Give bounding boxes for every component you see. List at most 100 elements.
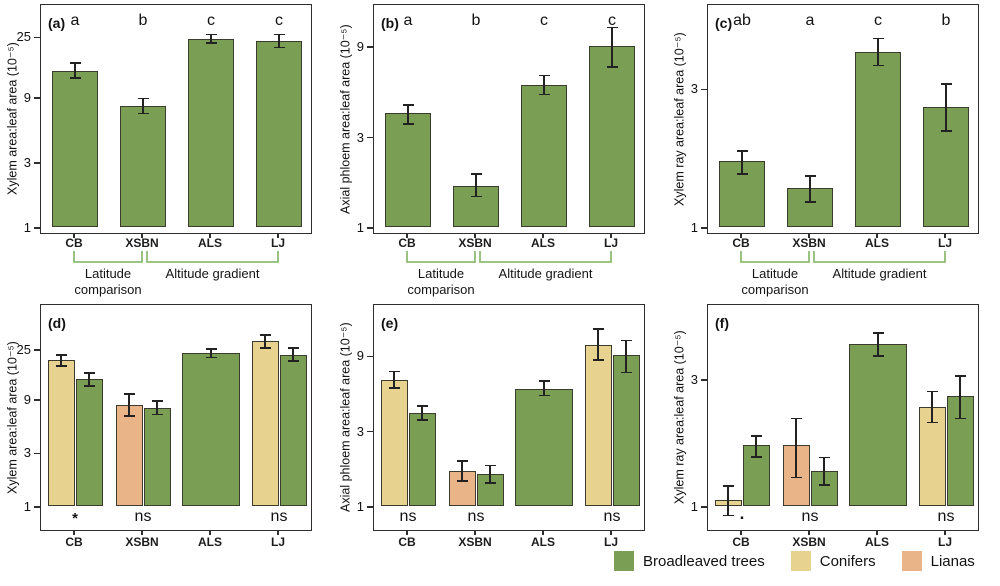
error-bar-line <box>727 485 729 516</box>
error-bar-line <box>611 27 613 67</box>
y-tick-mark <box>34 36 40 39</box>
sig-letter: c <box>275 12 283 29</box>
y-tick-label: 3 <box>690 81 698 97</box>
altitude-gradient-label: Altitude gradient <box>498 266 593 281</box>
bracket-svg <box>73 251 279 263</box>
error-bar-cap-top <box>205 348 217 350</box>
y-tick-label: 1 <box>690 220 698 235</box>
error-bar-cap-bottom <box>790 476 802 479</box>
error-bar-cap-top <box>940 83 952 85</box>
y-tick-label: 9 <box>356 39 364 55</box>
conifers-swatch <box>790 551 811 571</box>
x-tick-mark <box>277 234 279 238</box>
x-tick-mark <box>610 234 612 238</box>
legend-label-broadleaved: Broadleaved trees <box>643 552 765 570</box>
error-bar-cap-top <box>790 417 802 420</box>
y-tick-mark <box>367 46 373 48</box>
x-tick-mark <box>876 234 878 238</box>
bar-broadleaved-CB <box>408 412 436 506</box>
brackets <box>707 250 979 266</box>
y-axis-label: Axial phloem area:leaf area (10⁻⁵) <box>338 322 353 513</box>
error-bar-cap-bottom <box>620 371 632 374</box>
error-bar-line <box>741 150 743 175</box>
error-bar-line <box>264 334 266 348</box>
error-bar-line <box>461 460 463 481</box>
y-axis-label: Xylem ray area:leaf area (10⁻⁵) <box>672 330 687 505</box>
error-bar-cap-top <box>83 372 95 374</box>
x-tick-mark <box>610 531 612 535</box>
bracket-svg <box>406 251 612 263</box>
error-bar-line <box>210 348 212 358</box>
latitude-comparison-label: Latitude comparison <box>741 266 809 297</box>
error-bar-cap-bottom <box>402 123 414 125</box>
error-bar-cap-top <box>750 435 762 437</box>
error-bar-cap-bottom <box>954 417 966 420</box>
error-bar-cap-top <box>273 33 285 36</box>
error-bar-cap-bottom <box>205 42 217 44</box>
error-bar-line <box>421 405 423 421</box>
x-tick-label-XSBN: XSBN <box>458 535 492 549</box>
x-tick-mark <box>73 234 75 238</box>
y-tick-mark <box>34 452 40 455</box>
error-bar-cap-bottom <box>137 112 149 115</box>
error-bar-cap-top <box>538 380 550 382</box>
error-bar-cap-bottom <box>55 365 67 367</box>
error-bar-cap-top <box>416 405 428 407</box>
sig-marker: ns <box>801 508 819 525</box>
error-bar-cap-bottom <box>940 130 952 132</box>
y-tick-mark <box>701 379 707 381</box>
error-bar-cap-bottom <box>818 484 830 486</box>
x-tick-label-ALS: ALS <box>531 535 555 549</box>
error-bar-cap-top <box>872 332 884 334</box>
x-tick-label-XSBN: XSBN <box>125 535 159 549</box>
error-bar-cap-bottom <box>69 77 81 79</box>
bar-broadleaved-ALS <box>521 85 567 227</box>
x-tick-label-CB: CB <box>65 236 83 250</box>
plot-area: (b) a b c c <box>373 4 645 234</box>
plot-area: (e) ns ns ns <box>373 304 645 531</box>
sig-letter: a <box>70 12 80 29</box>
error-bar-cap-bottom <box>470 195 482 198</box>
sig-letter: c <box>207 12 215 29</box>
panel-tag: (c) <box>715 15 733 31</box>
bar-lianas-XSBN <box>115 404 143 506</box>
error-bar-cap-bottom <box>273 46 285 49</box>
bar-broadleaved-ALS <box>855 52 901 227</box>
error-bar-line <box>393 371 395 388</box>
x-tick-label-LJ: LJ <box>937 236 953 250</box>
bar-broadleaved-CB <box>385 112 431 227</box>
error-bar-cap-top <box>484 464 496 467</box>
latitude-bracket <box>73 251 143 263</box>
bar-broadleaved-ALS <box>188 38 234 227</box>
plot-area: (a) a b c c <box>40 4 312 234</box>
bar-broadleaved-LJ <box>589 46 635 227</box>
y-tick-label: 3 <box>690 372 698 388</box>
error-bar-line <box>597 329 599 361</box>
error-bar-line <box>877 332 879 356</box>
legend: Broadleaved trees Conifers Lianas <box>614 551 975 571</box>
error-bar-line <box>959 376 961 419</box>
error-bar-cap-top <box>872 37 884 40</box>
sig-letter: b <box>138 12 148 29</box>
x-tick-mark <box>740 234 742 238</box>
x-tick-label-XSBN: XSBN <box>125 236 159 250</box>
error-bar-line <box>74 62 76 78</box>
error-bar-line <box>142 98 144 114</box>
error-bar-cap-top <box>606 26 618 29</box>
sig-marker: ns <box>399 508 417 525</box>
bar-conifers-CB <box>47 359 75 506</box>
y-axis-label: Xylem ray area:leaf area (10⁻⁵) <box>672 32 687 206</box>
y-tick-mark <box>367 136 373 139</box>
x-tick-mark <box>406 531 408 535</box>
y-tick-label: 1 <box>23 499 31 514</box>
x-tick-mark <box>474 531 476 535</box>
brackets <box>373 250 645 266</box>
x-tick-label-LJ: LJ <box>603 535 619 549</box>
error-bar-cap-top <box>804 175 816 177</box>
error-bar-cap-top <box>205 33 217 36</box>
x-tick-label-LJ: LJ <box>937 535 953 549</box>
bar-broadleaved-LJ <box>612 355 640 506</box>
x-tick-mark <box>808 531 810 535</box>
x-tick-label-ALS: ALS <box>198 535 222 549</box>
